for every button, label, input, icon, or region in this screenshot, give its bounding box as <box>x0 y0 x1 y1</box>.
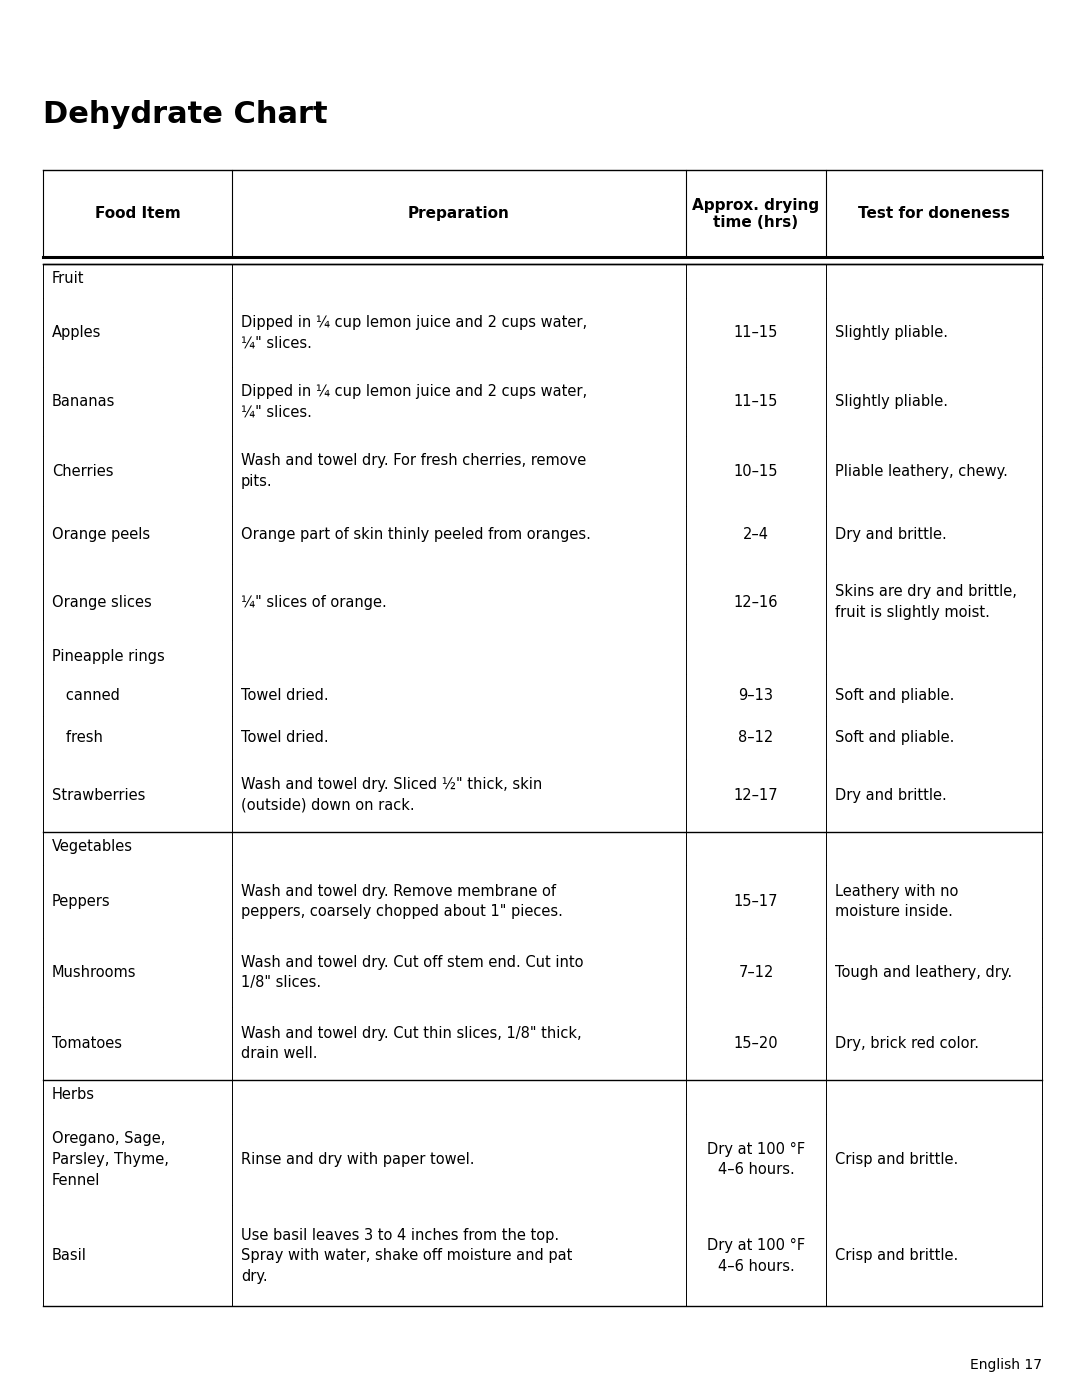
Text: 7–12: 7–12 <box>739 965 773 981</box>
Text: (outside) down on rack.: (outside) down on rack. <box>241 798 415 813</box>
Text: Dipped in ¼ cup lemon juice and 2 cups water,: Dipped in ¼ cup lemon juice and 2 cups w… <box>241 314 586 330</box>
Text: pits.: pits. <box>241 474 272 489</box>
Text: 11–15: 11–15 <box>733 326 779 339</box>
Text: Preparation: Preparation <box>408 207 510 221</box>
Text: fresh: fresh <box>52 731 103 745</box>
Text: Wash and towel dry. Cut thin slices, 1/8" thick,: Wash and towel dry. Cut thin slices, 1/8… <box>241 1025 581 1041</box>
Text: Dipped in ¼ cup lemon juice and 2 cups water,: Dipped in ¼ cup lemon juice and 2 cups w… <box>241 384 586 400</box>
Text: 4–6 hours.: 4–6 hours. <box>717 1259 795 1274</box>
Text: Fruit: Fruit <box>52 271 84 286</box>
Text: Skins are dry and brittle,: Skins are dry and brittle, <box>835 584 1016 599</box>
Text: Leathery with no: Leathery with no <box>835 884 958 898</box>
Text: Pliable leathery, chewy.: Pliable leathery, chewy. <box>835 464 1008 479</box>
Text: 12–16: 12–16 <box>733 595 779 609</box>
Text: Orange part of skin thinly peeled from oranges.: Orange part of skin thinly peeled from o… <box>241 528 591 542</box>
Text: fruit is slightly moist.: fruit is slightly moist. <box>835 605 989 620</box>
Text: 2–4: 2–4 <box>743 528 769 542</box>
Text: Tomatoes: Tomatoes <box>52 1037 122 1051</box>
Text: ¼" slices.: ¼" slices. <box>241 405 312 419</box>
Text: Fennel: Fennel <box>52 1172 100 1187</box>
Text: Dry, brick red color.: Dry, brick red color. <box>835 1037 978 1051</box>
Text: ¼" slices.: ¼" slices. <box>241 335 312 351</box>
Text: Crisp and brittle.: Crisp and brittle. <box>835 1153 958 1166</box>
Text: Towel dried.: Towel dried. <box>241 731 328 745</box>
Text: Slightly pliable.: Slightly pliable. <box>835 394 948 409</box>
Text: Wash and towel dry. Remove membrane of: Wash and towel dry. Remove membrane of <box>241 884 556 898</box>
Text: Wash and towel dry. For fresh cherries, remove: Wash and towel dry. For fresh cherries, … <box>241 454 586 468</box>
Text: Crisp and brittle.: Crisp and brittle. <box>835 1249 958 1263</box>
Text: Dry at 100 °F: Dry at 100 °F <box>707 1141 805 1157</box>
Text: Strawberries: Strawberries <box>52 788 145 803</box>
Text: Dry and brittle.: Dry and brittle. <box>835 528 946 542</box>
Text: Test for doneness: Test for doneness <box>859 207 1010 221</box>
Text: Wash and towel dry. Sliced ½" thick, skin: Wash and towel dry. Sliced ½" thick, ski… <box>241 777 542 792</box>
Text: Apples: Apples <box>52 326 102 339</box>
Text: Food Item: Food Item <box>95 207 180 221</box>
Text: English 17: English 17 <box>970 1358 1042 1372</box>
Text: 10–15: 10–15 <box>733 464 779 479</box>
Text: Use basil leaves 3 to 4 inches from the top.: Use basil leaves 3 to 4 inches from the … <box>241 1228 559 1243</box>
Text: Dry at 100 °F: Dry at 100 °F <box>707 1238 805 1253</box>
Text: Soft and pliable.: Soft and pliable. <box>835 687 955 703</box>
Text: peppers, coarsely chopped about 1" pieces.: peppers, coarsely chopped about 1" piece… <box>241 904 563 919</box>
Text: Peppers: Peppers <box>52 894 110 909</box>
Text: Tough and leathery, dry.: Tough and leathery, dry. <box>835 965 1012 981</box>
Text: Slightly pliable.: Slightly pliable. <box>835 326 948 339</box>
Text: Parsley, Thyme,: Parsley, Thyme, <box>52 1153 168 1166</box>
Text: Orange peels: Orange peels <box>52 528 150 542</box>
Text: Bananas: Bananas <box>52 394 116 409</box>
Text: Wash and towel dry. Cut off stem end. Cut into: Wash and towel dry. Cut off stem end. Cu… <box>241 954 583 970</box>
Text: 15–20: 15–20 <box>733 1037 779 1051</box>
Text: 11–15: 11–15 <box>733 394 779 409</box>
Text: Oregano, Sage,: Oregano, Sage, <box>52 1132 165 1147</box>
Text: 9–13: 9–13 <box>739 687 773 703</box>
Text: Pineapple rings: Pineapple rings <box>52 650 164 665</box>
Text: Rinse and dry with paper towel.: Rinse and dry with paper towel. <box>241 1153 474 1166</box>
Text: Spray with water, shake off moisture and pat: Spray with water, shake off moisture and… <box>241 1249 572 1263</box>
Text: Orange slices: Orange slices <box>52 595 151 609</box>
Text: canned: canned <box>52 687 120 703</box>
Text: drain well.: drain well. <box>241 1046 318 1062</box>
Text: 4–6 hours.: 4–6 hours. <box>717 1162 795 1178</box>
Text: moisture inside.: moisture inside. <box>835 904 953 919</box>
Text: Basil: Basil <box>52 1249 86 1263</box>
Text: Soft and pliable.: Soft and pliable. <box>835 731 955 745</box>
Text: 1/8" slices.: 1/8" slices. <box>241 975 321 990</box>
Text: Dry and brittle.: Dry and brittle. <box>835 788 946 803</box>
Text: 12–17: 12–17 <box>733 788 779 803</box>
Text: Mushrooms: Mushrooms <box>52 965 136 981</box>
Text: Dehydrate Chart: Dehydrate Chart <box>43 99 328 129</box>
Text: 8–12: 8–12 <box>739 731 773 745</box>
Text: Herbs: Herbs <box>52 1087 95 1102</box>
Text: Cherries: Cherries <box>52 464 113 479</box>
Text: ¼" slices of orange.: ¼" slices of orange. <box>241 595 387 609</box>
Text: Approx. drying
time (hrs): Approx. drying time (hrs) <box>692 197 820 231</box>
Text: dry.: dry. <box>241 1268 268 1284</box>
Text: Vegetables: Vegetables <box>52 838 133 854</box>
Text: 15–17: 15–17 <box>733 894 779 909</box>
Text: Towel dried.: Towel dried. <box>241 687 328 703</box>
